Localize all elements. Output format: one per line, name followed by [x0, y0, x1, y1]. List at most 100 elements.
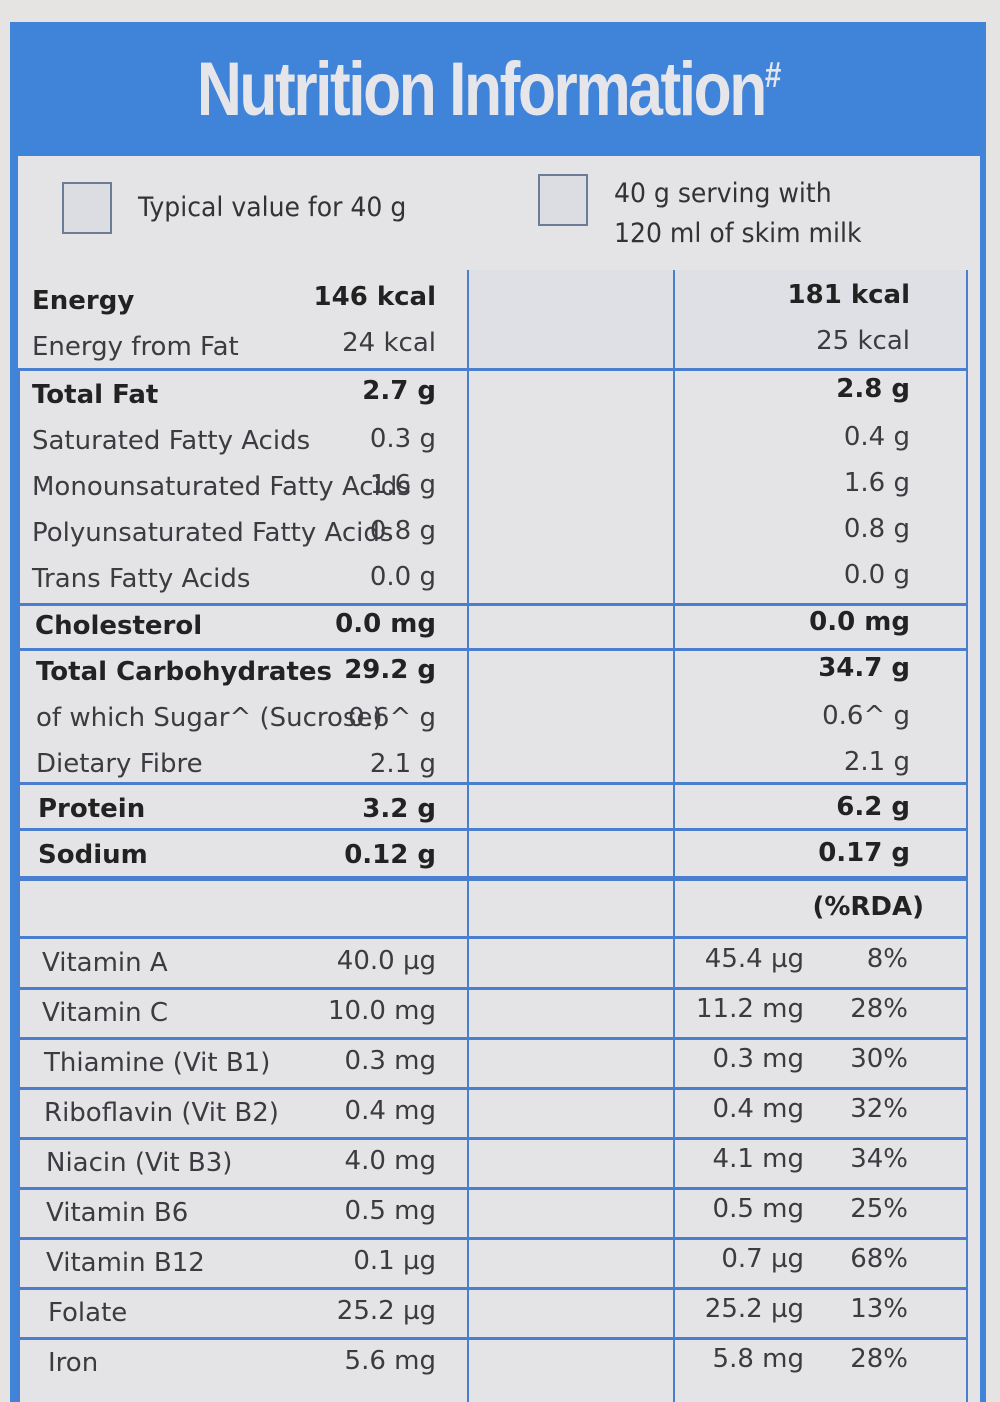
row-divider [18, 828, 968, 831]
table-row-vitamin-b12: Vitamin B12 0.1 µg 0.7 µg 68% [18, 1244, 968, 1282]
rda-percent: 8% [866, 944, 908, 974]
value-with-milk: 2.8 g [836, 374, 910, 404]
legend-swatch-with-milk [538, 174, 588, 226]
table-row-trans: Trans Fatty Acids 0.0 g 0.0 g [18, 560, 968, 598]
value-typical: 4.0 mg [344, 1146, 436, 1176]
rda-percent: 68% [850, 1244, 908, 1274]
value-typical: 0.0 mg [335, 609, 436, 639]
table-row-energy-from-fat: Energy from Fat 24 kcal 25 kcal [18, 326, 968, 366]
vitamin-label: Folate [48, 1298, 128, 1328]
nutrient-label: Dietary Fibre [36, 749, 203, 779]
value-typical: 0.12 g [344, 840, 436, 870]
table-row-niacin: Niacin (Vit B3) 4.0 mg 4.1 mg 34% [18, 1144, 968, 1182]
table-row-thiamine: Thiamine (Vit B1) 0.3 mg 0.3 mg 30% [18, 1044, 968, 1082]
vitamin-label: Vitamin B12 [46, 1248, 205, 1278]
row-divider [18, 936, 968, 939]
section-divider [18, 876, 968, 881]
nutrient-label: Energy from Fat [32, 332, 239, 362]
legend-label-line-2: 120 ml of skim milk [614, 218, 862, 249]
rda-percent: 28% [850, 994, 908, 1024]
table-row-saturated: Saturated Fatty Acids 0.3 g 0.4 g [18, 422, 968, 460]
table-row-folate: Folate 25.2 µg 25.2 µg 13% [18, 1294, 968, 1332]
row-divider [18, 1237, 968, 1240]
value-columns-shade [467, 270, 968, 368]
value-typical: 2.7 g [362, 376, 436, 406]
value-typical: 25.2 µg [336, 1296, 436, 1326]
title-footnote-mark: # [765, 53, 781, 95]
row-divider [18, 1037, 968, 1040]
table-row-dietary-fibre: Dietary Fibre 2.1 g 2.1 g [18, 747, 968, 783]
value-typical: 0.4 mg [344, 1096, 436, 1126]
vitamin-label: Iron [48, 1348, 99, 1378]
value-with-milk: 0.6^ g [822, 701, 910, 731]
nutrient-label: Total Carbohydrates [36, 657, 332, 687]
rda-header-row: (%RDA) [18, 892, 968, 926]
row-divider [18, 782, 968, 785]
nutrient-label: Sodium [38, 840, 148, 870]
rda-percent: 32% [850, 1094, 908, 1124]
column-legend: Typical value for 40 g 40 g serving with… [18, 156, 980, 268]
nutrient-label: Trans Fatty Acids [32, 564, 251, 594]
table-row-iron: Iron 5.6 mg 5.8 mg 28% [18, 1344, 968, 1382]
rda-column-header: (%RDA) [812, 892, 924, 922]
value-with-milk: 45.4 µg [704, 944, 804, 974]
table-row-polyunsaturated: Polyunsaturated Fatty Acids 0.8 g 0.8 g [18, 514, 968, 552]
rda-percent: 28% [850, 1344, 908, 1374]
vitamin-label: Vitamin C [42, 998, 169, 1028]
table-row-protein: Protein 3.2 g 6.2 g [18, 792, 968, 828]
row-divider [18, 368, 968, 371]
nutrient-label: Monounsaturated Fatty Acids [32, 472, 411, 502]
row-divider [18, 648, 968, 651]
table-row-sugar: of which Sugar^ (Sucrose) 0.6^ g 0.6^ g [18, 701, 968, 737]
value-with-milk: 4.1 mg [712, 1144, 804, 1174]
rda-percent: 34% [850, 1144, 908, 1174]
value-typical: 24 kcal [342, 328, 436, 358]
value-with-milk: 0.5 mg [712, 1194, 804, 1224]
value-typical: 0.3 mg [344, 1046, 436, 1076]
value-typical: 1.6 g [369, 470, 436, 500]
vitamin-label: Niacin (Vit B3) [46, 1148, 233, 1178]
table-row-vitamin-b6: Vitamin B6 0.5 mg 0.5 mg 25% [18, 1194, 968, 1232]
row-divider [18, 1187, 968, 1190]
value-typical: 0.5 mg [344, 1196, 436, 1226]
rda-percent: 13% [850, 1294, 908, 1324]
value-with-milk: 11.2 mg [696, 994, 804, 1024]
vitamin-label: Vitamin B6 [46, 1198, 189, 1228]
value-with-milk: 0.4 mg [712, 1094, 804, 1124]
table-row-riboflavin: Riboflavin (Vit B2) 0.4 mg 0.4 mg 32% [18, 1094, 968, 1132]
value-with-milk: 0.3 mg [712, 1044, 804, 1074]
page-title: Nutrition Information# [197, 46, 781, 133]
row-divider [18, 603, 968, 606]
value-typical: 3.2 g [362, 794, 436, 824]
value-with-milk: 25 kcal [816, 326, 910, 356]
legend-label-typical: Typical value for 40 g [138, 192, 407, 223]
value-typical: 0.8 g [369, 516, 436, 546]
value-typical: 2.1 g [369, 749, 436, 779]
value-with-milk: 0.7 µg [721, 1244, 804, 1274]
table-right-border [966, 270, 968, 1402]
value-with-milk: 0.0 g [843, 560, 910, 590]
value-with-milk: 34.7 g [818, 653, 910, 683]
table-row-vitamin-c: Vitamin C 10.0 mg 11.2 mg 28% [18, 994, 968, 1032]
table-left-border [18, 368, 20, 1402]
value-typical: 0.3 g [369, 424, 436, 454]
legend-swatch-typical [62, 182, 112, 234]
nutrient-label: Polyunsaturated Fatty Acids [32, 518, 394, 548]
value-with-milk: 5.8 mg [712, 1344, 804, 1374]
nutrient-label: of which Sugar^ (Sucrose) [36, 703, 383, 733]
vitamin-label: Riboflavin (Vit B2) [44, 1098, 279, 1128]
table-row-cholesterol: Cholesterol 0.0 mg 0.0 mg [18, 607, 968, 645]
column-divider-2 [673, 270, 675, 1402]
vitamin-label: Vitamin A [42, 948, 168, 978]
nutrient-label: Saturated Fatty Acids [32, 426, 311, 456]
row-divider [18, 1087, 968, 1090]
table-row-monounsaturated: Monounsaturated Fatty Acids 1.6 g 1.6 g [18, 468, 968, 506]
nutrient-label: Cholesterol [35, 611, 203, 641]
nutrient-label: Protein [38, 794, 146, 824]
value-with-milk: 6.2 g [836, 792, 910, 822]
value-with-milk: 0.4 g [843, 422, 910, 452]
value-typical: 0.6^ g [348, 703, 436, 733]
value-typical: 0.1 µg [353, 1246, 436, 1276]
table-area: Typical value for 40 g 40 g serving with… [18, 156, 980, 1402]
value-with-milk: 0.0 mg [809, 607, 910, 637]
